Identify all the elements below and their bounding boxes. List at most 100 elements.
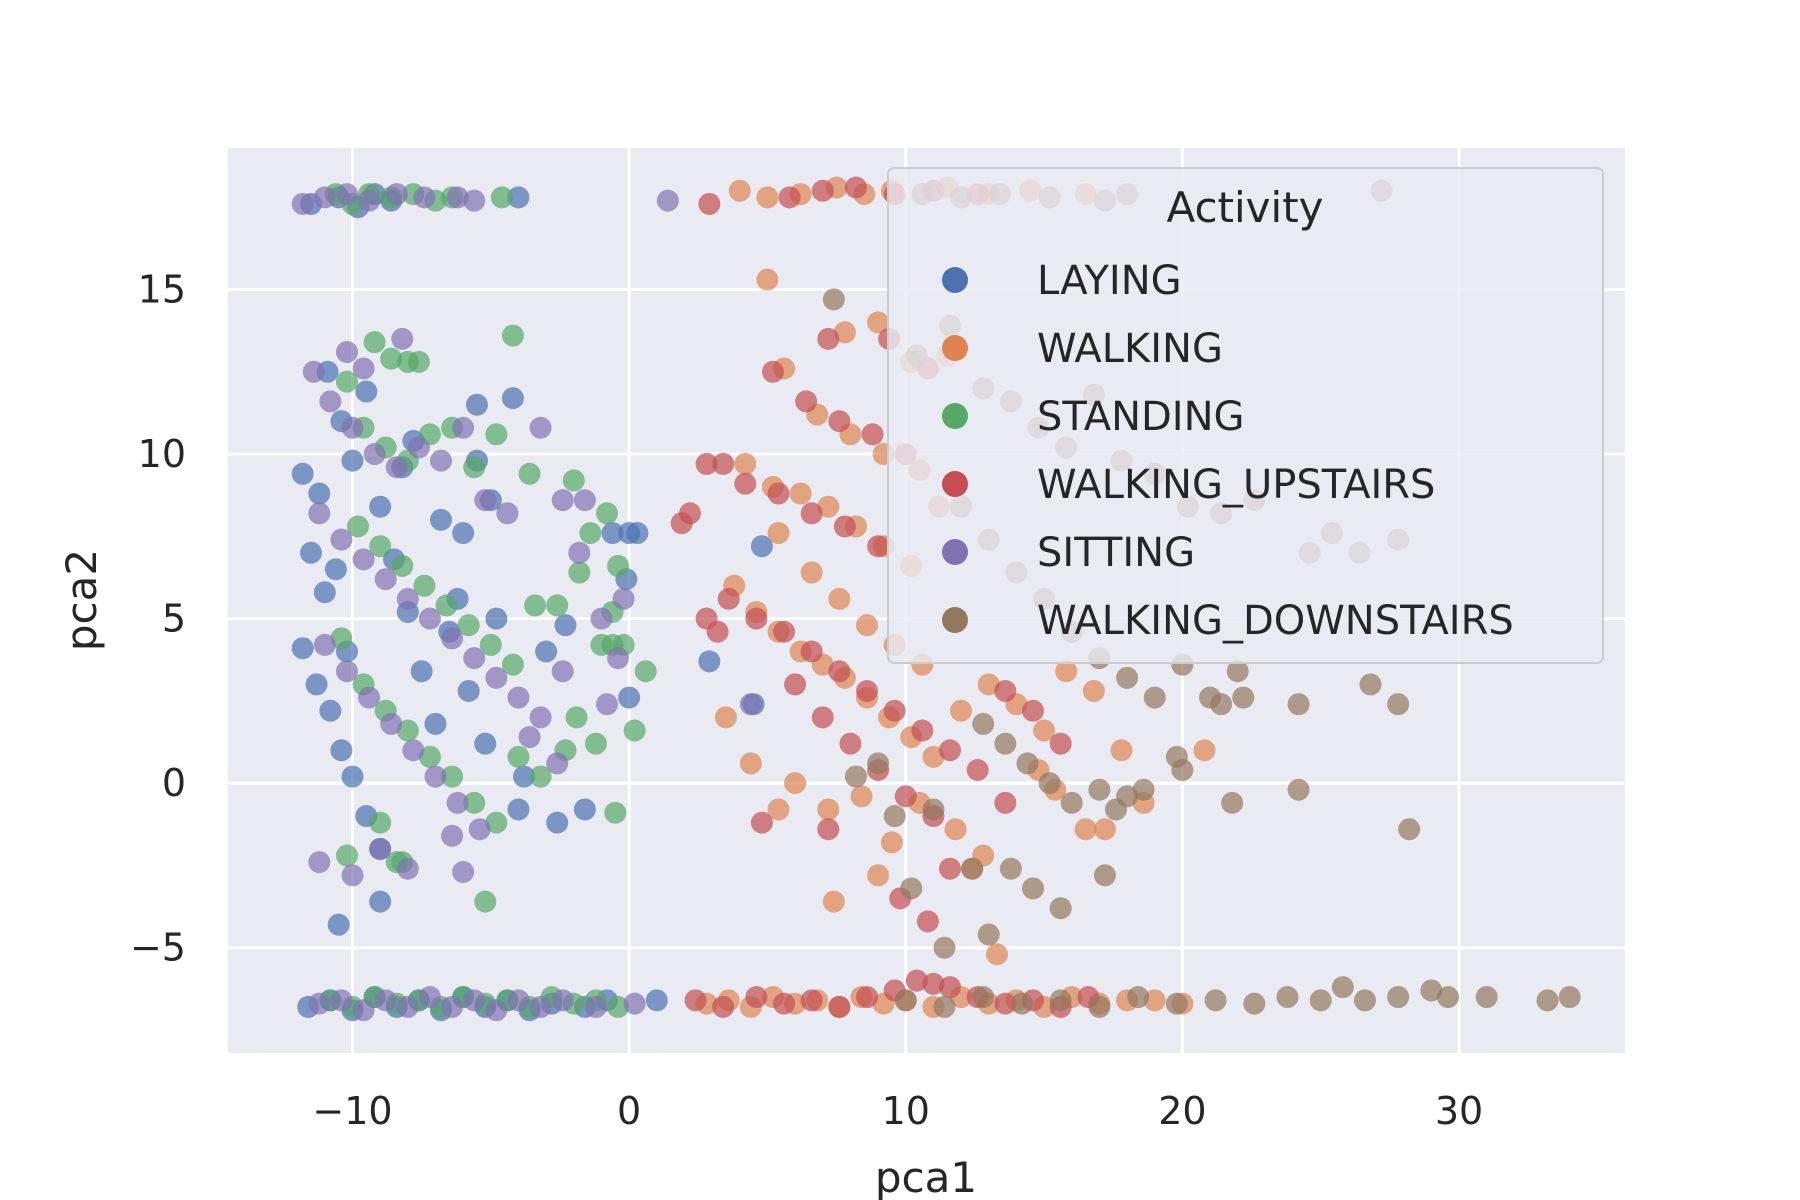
data-point <box>474 489 497 512</box>
data-point <box>1088 778 1111 801</box>
data-point <box>363 443 386 466</box>
series-walking-upstairs <box>670 176 1100 1018</box>
data-point <box>441 995 464 1018</box>
data-point <box>507 745 530 768</box>
y-tick-label: −5 <box>130 926 186 970</box>
data-point <box>529 706 552 729</box>
data-point <box>944 818 967 841</box>
data-point <box>308 482 331 505</box>
data-point <box>474 732 497 755</box>
data-point <box>784 673 807 696</box>
data-point <box>590 607 613 630</box>
data-point <box>761 360 784 383</box>
data-point <box>369 811 392 834</box>
data-point <box>463 791 486 814</box>
data-point <box>518 726 541 749</box>
data-point <box>1287 778 1310 801</box>
data-point <box>457 680 480 702</box>
y-tick-label: 10 <box>138 432 186 476</box>
legend-label: LAYING <box>1037 258 1182 304</box>
data-point <box>369 535 392 558</box>
data-point <box>1420 979 1443 1002</box>
data-point <box>324 558 347 581</box>
data-point <box>584 732 607 755</box>
data-point <box>1074 818 1097 841</box>
data-point <box>811 706 834 729</box>
data-point <box>468 818 491 841</box>
data-point <box>833 321 856 344</box>
data-point <box>355 380 378 403</box>
data-point <box>291 462 314 485</box>
data-point <box>501 387 524 410</box>
data-point <box>645 989 668 1012</box>
data-point <box>584 995 607 1018</box>
data-point <box>656 189 679 212</box>
data-point <box>308 851 331 874</box>
data-point <box>410 660 433 683</box>
data-point <box>313 581 336 604</box>
data-point <box>1210 693 1233 716</box>
data-point <box>883 699 906 722</box>
data-point <box>551 989 574 1012</box>
legend-label: WALKING_DOWNSTAIRS <box>1037 598 1514 644</box>
data-point <box>380 347 403 370</box>
data-point <box>507 186 530 209</box>
data-point <box>712 995 735 1018</box>
y-tick-label: 5 <box>162 597 186 641</box>
y-tick-label: 15 <box>138 268 186 312</box>
data-point <box>939 857 962 880</box>
data-point <box>352 999 375 1022</box>
data-point <box>1033 719 1056 742</box>
data-point <box>341 449 364 472</box>
data-point <box>972 986 995 1009</box>
data-point <box>380 712 403 735</box>
data-point <box>374 568 397 591</box>
data-point <box>767 522 790 545</box>
data-point <box>800 502 823 525</box>
data-point <box>291 637 314 660</box>
data-point <box>966 758 989 781</box>
data-point <box>305 673 328 696</box>
data-point <box>402 739 425 762</box>
data-point <box>844 765 867 788</box>
data-point <box>728 179 751 202</box>
data-point <box>999 857 1022 880</box>
data-point <box>485 811 508 834</box>
data-point <box>828 587 851 610</box>
data-point <box>750 535 773 558</box>
data-point <box>573 798 596 821</box>
data-point <box>1287 693 1310 716</box>
data-point <box>695 452 718 475</box>
data-point <box>1060 791 1083 814</box>
data-point <box>623 719 646 742</box>
data-point <box>463 989 486 1012</box>
data-point <box>817 798 840 821</box>
data-point <box>291 192 314 215</box>
data-point <box>385 456 408 479</box>
legend-marker <box>942 607 968 633</box>
data-point <box>463 456 486 479</box>
data-point <box>452 522 475 545</box>
data-point <box>712 452 735 475</box>
legend-items: LAYING WALKING STANDING WALKING_UPSTAIRS SIT… <box>942 258 1514 644</box>
data-point <box>507 989 530 1012</box>
data-point <box>524 594 547 617</box>
data-point <box>441 627 464 650</box>
data-point <box>573 489 596 512</box>
y-tick-label: 0 <box>162 761 186 805</box>
legend: Activity LAYING WALKING STANDING WALKING_UP… <box>887 167 1604 664</box>
legend-label: SITTING <box>1037 530 1195 576</box>
y-tick-labels: −5 0 5 10 15 <box>130 268 186 970</box>
data-point <box>554 614 577 637</box>
data-point <box>1022 699 1045 722</box>
data-point <box>1243 992 1266 1015</box>
data-point <box>330 528 353 551</box>
data-point <box>717 587 740 610</box>
data-point <box>485 423 508 446</box>
data-point <box>347 515 370 538</box>
data-point <box>734 472 757 495</box>
data-point <box>479 633 502 656</box>
data-point <box>485 999 508 1022</box>
data-point <box>800 561 823 584</box>
